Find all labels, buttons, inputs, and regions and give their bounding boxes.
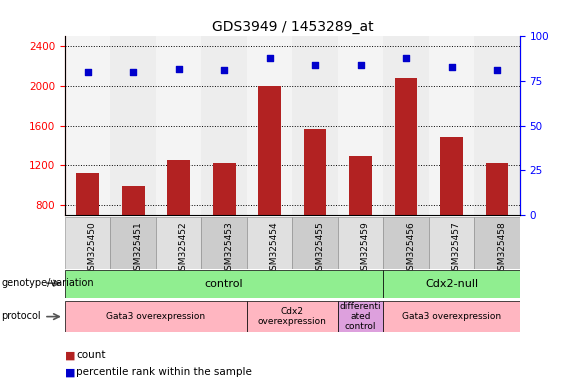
Bar	[76, 174, 99, 285]
Text: genotype/variation: genotype/variation	[1, 278, 94, 288]
Bar	[111, 217, 156, 269]
Point	[447, 64, 456, 70]
Point	[493, 67, 502, 73]
Bar	[247, 301, 338, 332]
Bar	[486, 164, 508, 285]
Bar	[65, 217, 111, 269]
Bar	[384, 270, 520, 298]
Bar	[349, 156, 372, 285]
Bar	[304, 129, 327, 285]
Point	[129, 69, 138, 75]
Bar	[65, 270, 384, 298]
Text: GSM325455: GSM325455	[315, 221, 324, 276]
Bar	[338, 301, 384, 332]
Bar	[122, 186, 145, 285]
Bar	[213, 164, 236, 285]
Bar	[440, 137, 463, 285]
Bar	[156, 36, 202, 215]
Bar	[338, 36, 384, 215]
Bar	[156, 217, 202, 269]
Text: differenti
ated
control: differenti ated control	[340, 301, 381, 331]
Text: GSM325459: GSM325459	[360, 221, 370, 276]
Bar	[258, 86, 281, 285]
Bar	[475, 36, 520, 215]
Title: GDS3949 / 1453289_at: GDS3949 / 1453289_at	[211, 20, 373, 34]
Text: GSM325456: GSM325456	[406, 221, 415, 276]
Bar	[429, 217, 475, 269]
Text: Cdx2
overexpression: Cdx2 overexpression	[258, 307, 327, 326]
Text: ■: ■	[65, 367, 76, 377]
Text: Gata3 overexpression: Gata3 overexpression	[106, 312, 206, 321]
Text: Gata3 overexpression: Gata3 overexpression	[402, 312, 501, 321]
Text: GSM325450: GSM325450	[88, 221, 97, 276]
Text: ■: ■	[65, 350, 76, 360]
Point	[402, 55, 411, 61]
Bar	[384, 36, 429, 215]
Text: count: count	[76, 350, 106, 360]
Bar	[65, 301, 247, 332]
Bar	[247, 217, 293, 269]
Bar	[202, 36, 247, 215]
Bar	[384, 301, 520, 332]
Bar	[65, 36, 111, 215]
Text: percentile rank within the sample: percentile rank within the sample	[76, 367, 252, 377]
Bar	[111, 36, 156, 215]
Bar	[338, 217, 384, 269]
Bar	[293, 36, 338, 215]
Text: control: control	[205, 279, 244, 289]
Text: GSM325457: GSM325457	[451, 221, 460, 276]
Bar	[167, 161, 190, 285]
Bar	[384, 217, 429, 269]
Text: GSM325458: GSM325458	[497, 221, 506, 276]
Point	[356, 62, 365, 68]
Text: GSM325454: GSM325454	[270, 221, 279, 276]
Bar	[429, 36, 475, 215]
Point	[174, 66, 183, 72]
Text: GSM325453: GSM325453	[224, 221, 233, 276]
Bar	[202, 217, 247, 269]
Text: GSM325451: GSM325451	[133, 221, 142, 276]
Bar	[475, 217, 520, 269]
Bar	[395, 78, 418, 285]
Bar	[293, 217, 338, 269]
Point	[83, 69, 92, 75]
Point	[265, 55, 274, 61]
Point	[220, 67, 229, 73]
Text: Cdx2-null: Cdx2-null	[425, 279, 478, 289]
Bar	[247, 36, 293, 215]
Text: protocol: protocol	[1, 311, 41, 321]
Point	[311, 62, 320, 68]
Text: GSM325452: GSM325452	[179, 221, 188, 276]
